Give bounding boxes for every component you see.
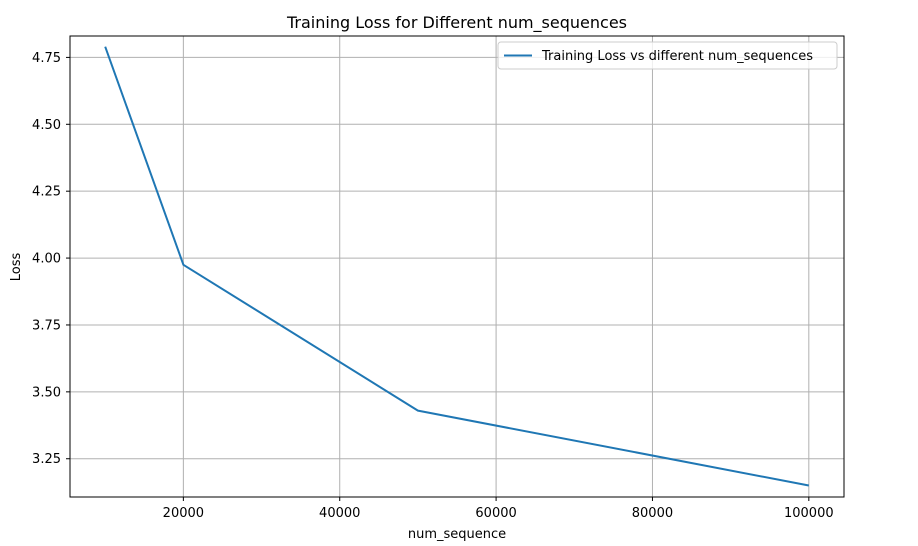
- y-tick-label: 3.75: [32, 318, 61, 333]
- y-tick-label: 4.00: [32, 252, 61, 267]
- grid-lines: [70, 36, 844, 497]
- x-tick-label: 20000: [163, 506, 204, 521]
- y-tick-label: 4.75: [32, 51, 61, 66]
- x-tick-label: 40000: [319, 506, 360, 521]
- plot-frame: [69, 35, 845, 498]
- x-tick-label: 60000: [475, 506, 516, 521]
- legend: Training Loss vs different num_sequences: [497, 41, 838, 70]
- y-tick-label: 3.50: [32, 385, 61, 400]
- x-tick-label: 100000: [784, 506, 834, 521]
- legend-entry-label: Training Loss vs different num_sequences: [541, 49, 813, 64]
- series-line: [104, 46, 809, 487]
- x-tick-label: 80000: [632, 506, 673, 521]
- axis-ticks: 20000 40000 60000 80000 100000 3.25 3.50 3.75 4.…: [32, 51, 834, 521]
- series-layer: [104, 46, 809, 487]
- y-tick-label: 4.25: [32, 185, 61, 200]
- chart-title: Training Loss for Different num_sequence…: [286, 13, 627, 33]
- y-tick-label: 4.50: [32, 118, 61, 133]
- y-axis-label: Loss: [9, 253, 24, 282]
- y-tick-label: 3.25: [32, 452, 61, 467]
- x-axis-label: num_sequence: [408, 527, 506, 542]
- legend-box: [497, 41, 838, 70]
